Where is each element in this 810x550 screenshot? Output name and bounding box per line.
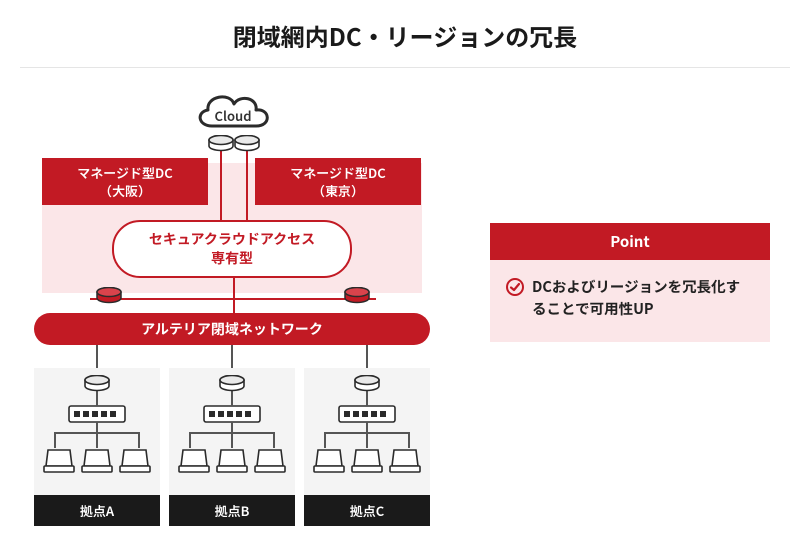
- site-b: 拠点B: [169, 368, 295, 526]
- diagram-stage: Cloud マネージド型DC （大阪） マネージド型DC （東京） セキュアクラ…: [0, 68, 810, 548]
- router-site-a: [84, 374, 110, 392]
- check-circle-icon: [506, 278, 524, 296]
- wire-b-p2: [231, 432, 233, 448]
- pc-icon: [178, 446, 210, 476]
- dc-box-osaka: マネージド型DC （大阪）: [42, 158, 208, 205]
- wire-c-p1: [324, 432, 326, 448]
- site-c-label: 拠点C: [304, 495, 430, 526]
- switch-site-c: [338, 404, 396, 422]
- dc-osaka-line2: （大阪）: [99, 181, 151, 200]
- router-dc-left: [96, 286, 122, 304]
- dc-tokyo-line1: マネージド型DC: [290, 163, 385, 182]
- point-body: DCおよびリージョンを冗長化することで可用性UP: [490, 260, 770, 342]
- router-site-c: [354, 374, 380, 392]
- pc-icon: [351, 446, 383, 476]
- router-site-b: [219, 374, 245, 392]
- pc-icon: [119, 446, 151, 476]
- secure-line2: 専有型: [211, 248, 253, 268]
- wire-b-p1: [189, 432, 191, 448]
- switch-site-b: [203, 404, 261, 422]
- site-c: 拠点C: [304, 368, 430, 526]
- site-b-label: 拠点B: [169, 495, 295, 526]
- switch-site-a: [68, 404, 126, 422]
- router-cloud-right: [234, 134, 260, 152]
- dc-osaka-line1: マネージド型DC: [77, 163, 172, 182]
- secure-access-pill: セキュアクラウドアクセス 専有型: [112, 220, 352, 278]
- wire-a-p3: [138, 432, 140, 448]
- pc-icon: [313, 446, 345, 476]
- wire-a-p1: [54, 432, 56, 448]
- secure-line1: セキュアクラウドアクセス: [149, 229, 315, 249]
- page-title: 閉域網内DC・リージョンの冗長: [20, 0, 790, 68]
- pc-icon: [254, 446, 286, 476]
- dc-tokyo-line2: （東京）: [312, 181, 364, 200]
- point-panel: Point DCおよびリージョンを冗長化することで可用性UP: [490, 223, 770, 342]
- wire-c-p2: [366, 432, 368, 448]
- cloud-node: Cloud: [188, 88, 278, 138]
- wire-a-p2: [96, 432, 98, 448]
- network-bar: アルテリア閉域ネットワーク: [34, 313, 430, 345]
- pc-icon: [216, 446, 248, 476]
- site-a-label: 拠点A: [34, 495, 160, 526]
- wire-c-p3: [408, 432, 410, 448]
- router-cloud-left: [208, 134, 234, 152]
- site-a: 拠点A: [34, 368, 160, 526]
- point-heading: Point: [490, 223, 770, 260]
- pc-row-c: [304, 446, 430, 476]
- point-item-text: DCおよびリージョンを冗長化することで可用性UP: [532, 276, 754, 320]
- pc-icon: [43, 446, 75, 476]
- pc-icon: [81, 446, 113, 476]
- router-dc-right: [344, 286, 370, 304]
- cloud-label: Cloud: [188, 106, 278, 125]
- pc-row-a: [34, 446, 160, 476]
- pc-row-b: [169, 446, 295, 476]
- line-net-horizontal: [90, 298, 376, 300]
- point-item: DCおよびリージョンを冗長化することで可用性UP: [506, 276, 754, 320]
- wire-b-p3: [273, 432, 275, 448]
- dc-box-tokyo: マネージド型DC （東京）: [255, 158, 421, 205]
- pc-icon: [389, 446, 421, 476]
